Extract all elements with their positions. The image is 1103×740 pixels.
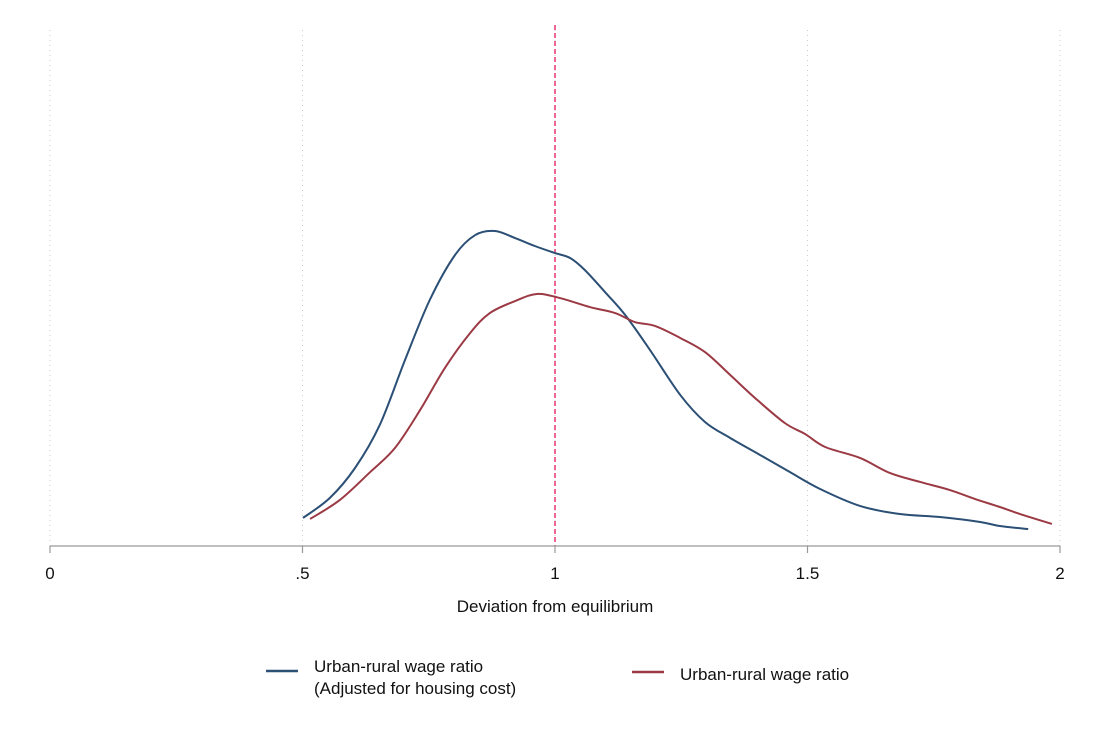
x-tick-label: 1.5 bbox=[796, 564, 820, 583]
legend-label-unadjusted: Urban-rural wage ratio bbox=[680, 665, 849, 684]
x-tick-label: 0 bbox=[45, 564, 54, 583]
legend-label-adjusted: Urban-rural wage ratio bbox=[314, 657, 483, 676]
x-tick-label: 2 bbox=[1055, 564, 1064, 583]
series-line-unadjusted bbox=[309, 292, 1053, 525]
x-tick-label: .5 bbox=[295, 564, 309, 583]
x-ticks: 0 .5 1 1.5 2 bbox=[45, 546, 1065, 583]
legend-label-adjusted-line2: (Adjusted for housing cost) bbox=[314, 679, 516, 698]
x-axis-label: Deviation from equilibrium bbox=[457, 597, 654, 616]
series-line-adjusted bbox=[302, 229, 1029, 531]
series-group bbox=[302, 229, 1053, 531]
legend: Urban-rural wage ratio (Adjusted for hou… bbox=[266, 657, 849, 698]
x-tick-label: 1 bbox=[550, 564, 559, 583]
